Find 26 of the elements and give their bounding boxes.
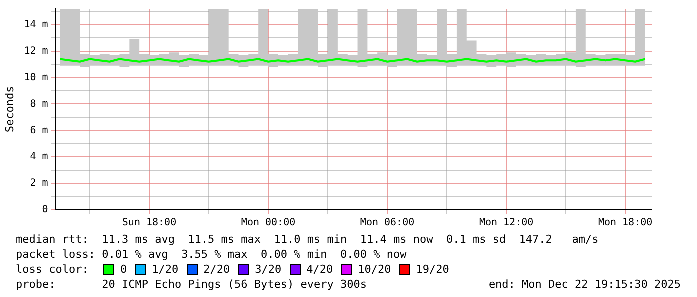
legend-label: 10/20 (358, 262, 392, 277)
text: end: Mon Dec 22 19:15:30 2025 (488, 277, 681, 292)
y-tick-label: 2 m (30, 178, 48, 190)
legend-title: loss color: (16, 262, 90, 277)
y-tick-label: 4 m (30, 152, 48, 163)
y-tick-label: 12 m (24, 46, 48, 57)
y-tick-label: 6 m (30, 125, 48, 136)
legend-label: 0 (120, 262, 128, 277)
y-tick-label: 10 m (24, 72, 48, 84)
legend-label: 4/20 (306, 262, 334, 277)
y-tick-label: 8 m (30, 98, 48, 110)
x-tick-label: Mon 06:00 (360, 218, 415, 229)
text: median rtt: 11.3 ms avg 11.5 ms max 11.0 ms min 11.4 ms now 0.1 ms sd 147.2 am/s (16, 232, 600, 247)
legend-label: 3/20 (255, 262, 282, 277)
legend-label: 19/20 (416, 262, 450, 277)
x-tick-label: Sun 18:00 (122, 218, 177, 229)
x-tick-label: Mon 00:00 (241, 218, 296, 229)
legend-label: 2/20 (204, 262, 230, 277)
y-tick-label: 0 (42, 204, 48, 216)
x-tick-label: Mon 12:00 (479, 218, 534, 229)
text: probe: 20 ICMP Echo Pings (56 Bytes) every 300s (16, 277, 367, 292)
y-axis-title: Seconds (3, 86, 16, 133)
y-tick-label: 14 m (24, 19, 48, 30)
x-tick-label: Mon 18:00 (598, 218, 653, 229)
legend-label: 1/20 (152, 262, 179, 277)
text: packet loss: 0.01 % avg 3.55 % max 0.00 % min 0.00 % now (16, 247, 408, 262)
